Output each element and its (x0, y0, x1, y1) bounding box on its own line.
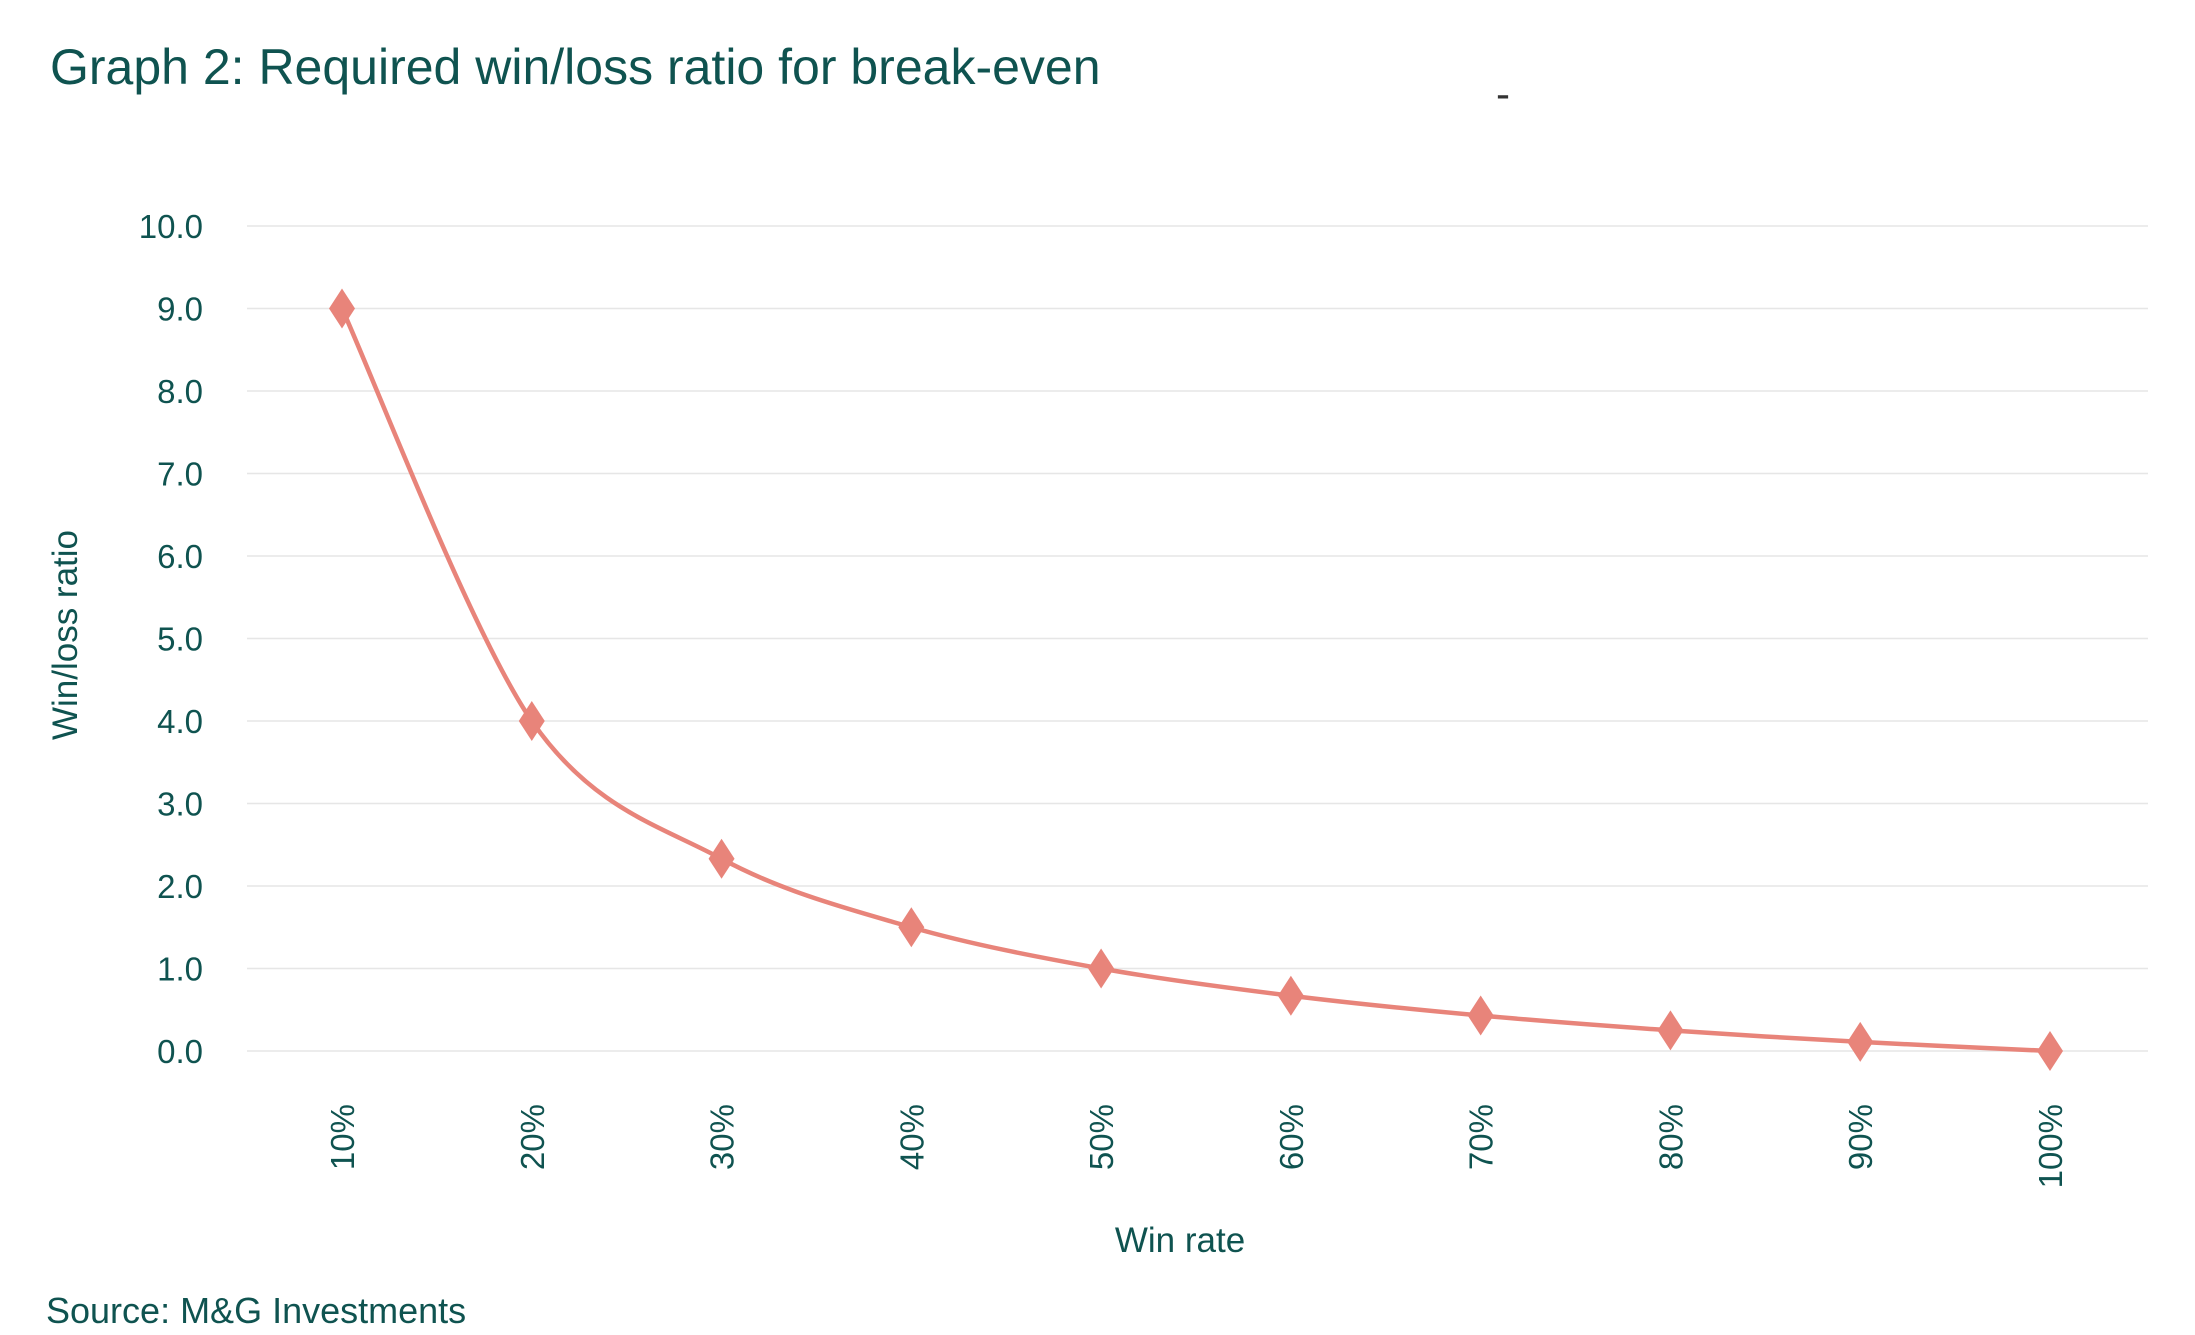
y-tick-label: 9.0 (157, 291, 203, 328)
data-point-marker (2037, 1031, 2063, 1071)
y-tick-label: 10.0 (139, 208, 203, 245)
y-axis-ticks: 0.0 1.0 2.0 3.0 4.0 5.0 6.0 7.0 8.0 9.0 10.0 (139, 208, 203, 1070)
data-point-marker (329, 288, 355, 329)
x-tick-label: 60% (1273, 1104, 1310, 1170)
y-tick-label: 6.0 (157, 538, 203, 575)
chart-title: Graph 2: Required win/loss ratio for bre… (50, 39, 1101, 95)
data-point-marker (1277, 975, 1304, 1016)
y-tick-label: 8.0 (157, 373, 203, 410)
x-tick-label: 70% (1463, 1104, 1500, 1170)
y-tick-label: 0.0 (157, 1033, 203, 1070)
x-axis-title: Win rate (1115, 1221, 1245, 1260)
data-point-marker (1847, 1021, 1874, 1062)
x-tick-label: 20% (514, 1104, 551, 1170)
x-axis-ticks: 10% 20% 30% 40% 50% 60% 70% 80% 90% 100% (324, 1104, 2069, 1188)
data-point-marker (1467, 995, 1494, 1036)
x-tick-label: 80% (1652, 1104, 1689, 1170)
y-tick-label: 7.0 (157, 456, 203, 493)
x-tick-label: 100% (2032, 1104, 2069, 1188)
data-point-marker (708, 838, 735, 879)
y-axis-title: Win/loss ratio (46, 530, 85, 740)
source-note: Source: M&G Investments (46, 1290, 467, 1331)
data-point-marker (1088, 948, 1115, 989)
y-tick-label: 2.0 (157, 868, 203, 905)
series-markers (329, 288, 2063, 1071)
x-tick-label: 90% (1842, 1104, 1879, 1170)
data-point-marker (1657, 1010, 1684, 1051)
y-tick-label: 4.0 (157, 703, 203, 740)
y-tick-label: 1.0 (157, 951, 203, 988)
series-line (339, 306, 2053, 1054)
y-tick-label: 3.0 (157, 786, 203, 823)
x-tick-label: 40% (893, 1104, 930, 1170)
data-point-marker (518, 701, 545, 741)
stray-dash-mark: - (1496, 70, 1510, 117)
x-tick-label: 10% (324, 1104, 361, 1170)
gridlines (247, 225, 2148, 1052)
data-point-marker (898, 907, 925, 948)
x-tick-label: 30% (704, 1104, 741, 1170)
x-tick-label: 50% (1083, 1104, 1120, 1170)
y-tick-label: 5.0 (157, 621, 203, 658)
